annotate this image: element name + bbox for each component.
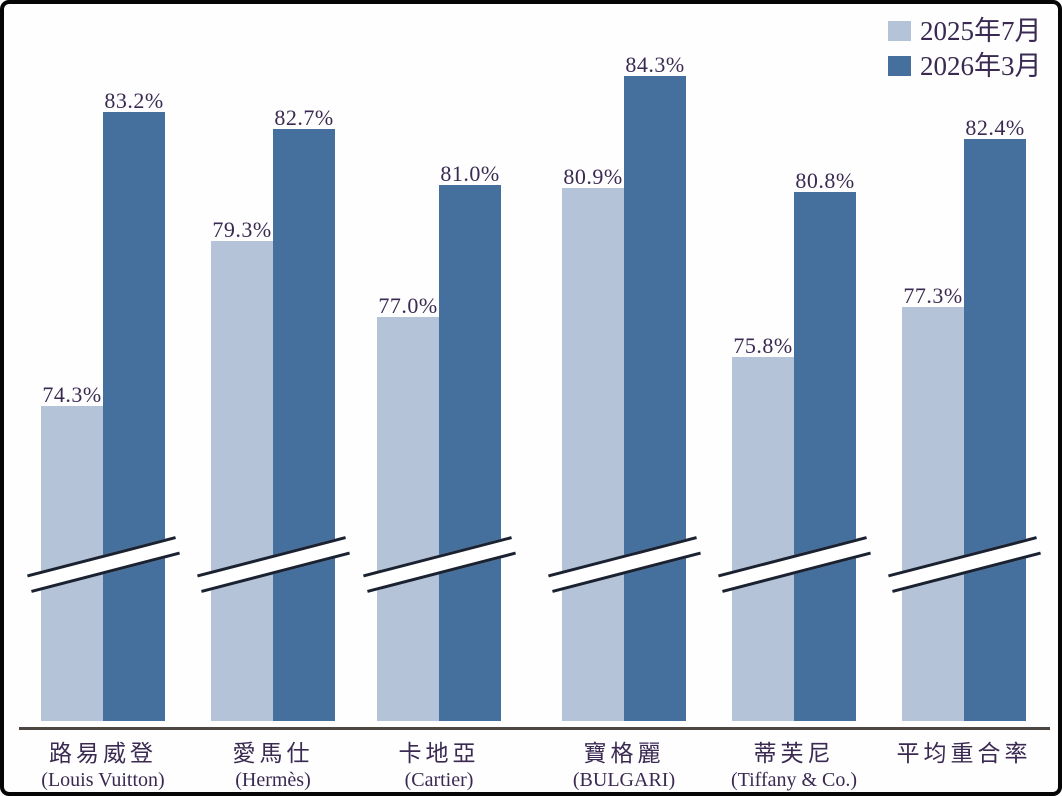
- bar-mar2026: [103, 112, 165, 721]
- bar-value-label: 74.3%: [42, 382, 102, 407]
- legend-label: 2026年3月: [920, 51, 1042, 81]
- bar-jul2025: [562, 188, 624, 721]
- bar-value-label: 83.2%: [104, 88, 164, 114]
- bar-value-label: 82.4%: [965, 114, 1025, 140]
- bar-value-label: 77.0%: [378, 292, 438, 318]
- bar-mar2026: [794, 191, 856, 721]
- bar-jul2025: [211, 241, 273, 721]
- category-name-en: (Louis Vuitton): [41, 769, 165, 791]
- bar-mar2026: [624, 76, 686, 721]
- category-name-en: (Tiffany & Co.): [730, 769, 858, 791]
- bar-jul2025: [377, 316, 439, 721]
- bar-value-label: 77.3%: [903, 283, 963, 308]
- plot-area: 74.3% 83.2% 路易威登 (Louis Vuitton) 79.3% 82.7% 愛…: [4, 4, 1058, 792]
- category-name-zh: 寶格麗: [583, 741, 665, 766]
- bar-mar2026: [964, 138, 1026, 721]
- bar-jul2025: [732, 356, 794, 721]
- legend-item-2026: 2026年3月: [888, 52, 1042, 80]
- legend-item-2025: 2025年7月: [888, 17, 1042, 45]
- legend: 2025年7月 2026年3月: [888, 17, 1042, 80]
- x-axis-category-label: 蒂芙尼 (Tiffany & Co.): [684, 740, 904, 792]
- bar-value-label: 84.3%: [625, 52, 685, 77]
- category-name-en: (Hermès): [235, 769, 311, 791]
- x-axis-category-label: 路易威登 (Louis Vuitton): [4, 740, 213, 792]
- legend-swatch-light-icon: [888, 21, 911, 41]
- bar-mar2026: [273, 128, 335, 721]
- category-name-zh: 卡地亞: [398, 741, 480, 766]
- category-name-zh: 蒂芙尼: [753, 741, 835, 766]
- bar-value-label: 80.8%: [795, 167, 855, 193]
- legend-label: 2025年7月: [920, 16, 1042, 46]
- category-name-zh: 愛馬仕: [232, 741, 314, 766]
- bar-value-label: 82.7%: [274, 104, 334, 130]
- x-axis-category-label: 愛馬仕 (Hermès): [163, 740, 383, 792]
- bar-jul2025: [902, 307, 964, 721]
- bar-value-label: 80.9%: [563, 164, 623, 190]
- bar-mar2026: [439, 184, 501, 721]
- x-axis-category-label: 寶格麗 (BULGARI): [514, 740, 734, 792]
- category-name-zh: 路易威登: [49, 741, 157, 766]
- x-axis-category-label: 卡地亞 (Cartier): [329, 740, 549, 792]
- category-name-zh: 平均重合率: [896, 741, 1032, 766]
- x-axis-category-label: 平均重合率: [854, 740, 1058, 768]
- bar-value-label: 81.0%: [440, 160, 500, 186]
- bar-value-label: 79.3%: [212, 217, 272, 242]
- category-name-en: (Cartier): [404, 769, 474, 791]
- legend-swatch-dark-icon: [888, 56, 911, 76]
- category-name-en: (BULGARI): [572, 769, 676, 791]
- x-axis-line: [19, 727, 1050, 730]
- bar-value-label: 75.8%: [733, 332, 793, 358]
